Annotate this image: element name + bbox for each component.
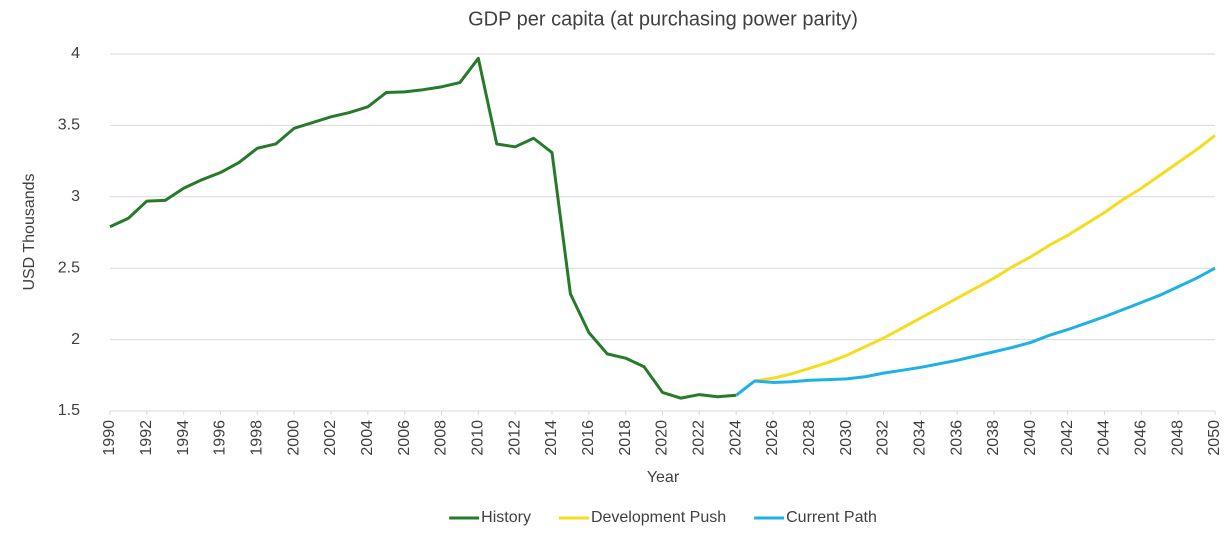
x-tick-label: 2040	[1022, 420, 1039, 456]
x-tick-label: 1998	[249, 420, 266, 456]
y-tick-label: 4	[71, 45, 80, 62]
x-tick-label: 2002	[322, 420, 339, 456]
x-tick-label: 2016	[580, 420, 597, 456]
x-tick-label: 2018	[617, 420, 634, 456]
series-line	[109, 56, 737, 400]
x-tick-label: 2008	[433, 420, 450, 456]
x-tick-label: 2014	[543, 420, 560, 456]
x-tick-label: 2044	[1096, 420, 1113, 456]
x-tick-label: 2004	[359, 420, 376, 456]
x-tick-label: 2012	[506, 420, 523, 456]
legend: History Development Push Current Path	[449, 509, 877, 526]
y-tick-label: 1.5	[58, 402, 80, 419]
chart-title: GDP per capita (at purchasing power pari…	[468, 8, 858, 30]
x-tick-label: 2050	[1206, 420, 1223, 456]
y-tick-label: 3	[71, 188, 80, 205]
x-tick-label: 2038	[985, 420, 1002, 456]
x-tick-label: 1990	[101, 420, 118, 456]
x-tick-label: 2046	[1133, 420, 1150, 456]
x-tick-label: 2022	[691, 420, 708, 456]
x-tick-label: 1994	[175, 420, 192, 456]
x-tick-label: 2036	[948, 420, 965, 456]
legend-label: History	[481, 509, 531, 526]
x-axis-label: Year	[647, 469, 680, 486]
x-tick-label: 2006	[396, 420, 413, 456]
legend-label: Current Path	[786, 509, 877, 526]
x-tick-label: 2030	[838, 420, 855, 456]
x-tick-label: 2028	[801, 420, 818, 456]
y-tick-label: 3.5	[58, 117, 80, 134]
x-tick-label: 2042	[1059, 420, 1076, 456]
x-tick-label: 2026	[764, 420, 781, 456]
x-tick-label: 1992	[138, 420, 155, 456]
y-tick-label: 2	[71, 331, 80, 348]
x-tick-label: 2010	[470, 420, 487, 456]
x-tick-label: 2024	[727, 420, 744, 456]
x-tick-label: 2032	[875, 420, 892, 456]
x-tick-label: 2048	[1169, 420, 1186, 456]
x-tick-label: 2020	[654, 420, 671, 456]
y-axis-label: USD Thousands	[21, 173, 38, 290]
y-tick-label: 2.5	[58, 259, 80, 276]
series-line	[735, 266, 1216, 397]
x-tick-label: 2034	[912, 420, 929, 456]
series-line	[754, 134, 1216, 383]
x-tick-label: 1996	[212, 420, 229, 456]
x-tick-label: 2000	[285, 420, 302, 456]
legend-label: Development Push	[591, 509, 726, 526]
